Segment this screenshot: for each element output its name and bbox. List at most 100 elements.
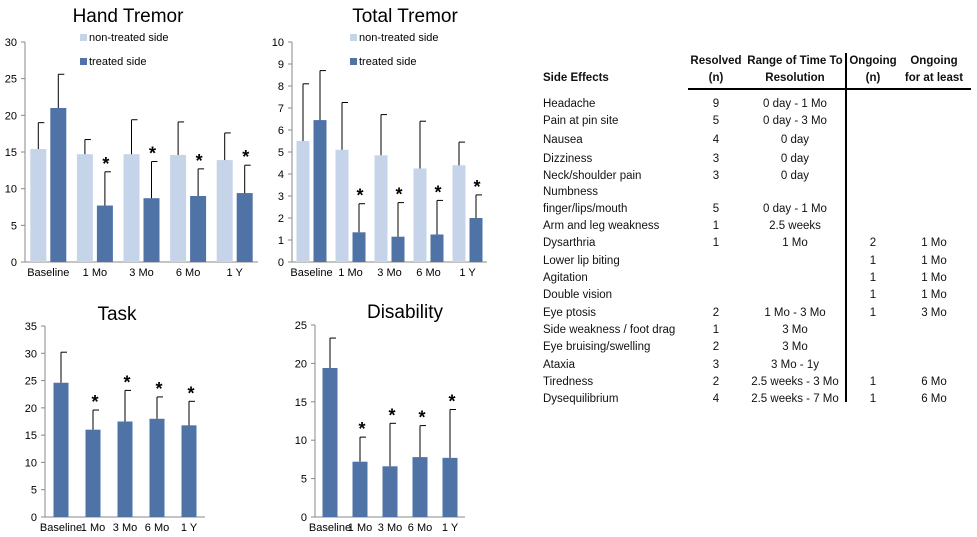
row-resolved: 2 [712,376,720,388]
header-ongoing-at-least: Ongoing for at least [899,53,969,87]
row-ongoing: 2 [869,237,877,249]
significance-star: * [356,186,363,206]
row-range: 0 day [780,134,810,146]
y-tick-label: 4 [278,169,284,181]
bar-non-treated [335,149,349,262]
x-tick-label: 3 Mo [378,522,402,534]
row-range: 2.5 weeks [769,220,821,232]
significance-star: * [358,419,365,439]
row-resolved: 2 [712,341,720,353]
bar-non-treated [296,141,310,262]
row-resolved: 4 [712,134,720,146]
x-tick-label: 1 Mo [81,522,105,534]
row-range: 0 day - 1 Mo [763,98,827,110]
row-effect: Dysequilibrium [543,393,619,405]
x-tick-label: Baseline [40,522,82,534]
legend-swatch [350,34,357,41]
row-range: 1 Mo [782,237,808,249]
row-effect: Eye ptosis [543,307,597,319]
legend-label: treated side [359,56,416,68]
significance-star: * [418,408,425,428]
row-range: 0 day [780,170,810,182]
row-ongoing: 1 [869,376,877,388]
bar-non-treated [413,168,427,262]
x-tick-label: 1 Mo [348,522,372,534]
chart-title: Total Tremor [352,6,458,27]
significance-star: * [91,392,98,412]
legend-label: non-treated side [89,32,169,44]
row-effect: Eye bruising/swelling [543,341,651,353]
bar-non-treated [216,160,233,262]
y-tick-label: 10 [295,435,307,447]
chart-0: Hand Tremor 0 5 10 15 20 25 30 Baseline 1 Mo * 3 Mo… [5,6,258,279]
y-tick-label: 25 [5,74,17,86]
row-effect: Side weakness / foot drag [543,324,676,336]
header-atleast-line2: for at least [904,72,964,84]
row-at-least: 6 Mo [921,376,947,388]
row-at-least: 1 Mo [921,237,947,249]
header-resolved: Resolved (n) [688,53,744,87]
row-resolved: 1 [712,220,720,232]
row-resolved: 3 [712,359,720,371]
row-range: 0 day - 3 Mo [763,115,827,127]
row-resolved: 5 [712,203,720,215]
y-tick-label: 10 [25,457,37,469]
row-at-least: 1 Mo [921,289,947,301]
row-effect: Dysarthria [543,237,596,249]
row-resolved: 9 [712,98,720,110]
chart-1: Total Tremor 0 1 2 3 4 5 6 7 8 9 10 Baseline 1 Mo * 3 M… [272,6,487,279]
row-ongoing: 1 [869,393,877,405]
header-underline [688,88,971,90]
bar [442,457,458,517]
bar-non-treated [374,155,388,262]
y-tick-label: 0 [278,257,284,269]
x-tick-label: Baseline [27,267,69,279]
header-side-effects: Side Effects [543,72,609,84]
row-effect: Arm and leg weakness [543,220,660,232]
legend-label: non-treated side [359,32,439,44]
row-effect: Dizziness [543,153,593,165]
x-tick-label: 6 Mo [408,522,432,534]
row-ongoing: 1 [869,272,877,284]
column-divider [845,53,847,402]
bar [352,461,368,517]
significance-star: * [155,379,162,399]
row-resolved: 5 [712,115,720,127]
bar-treated [430,234,444,262]
significance-star: * [388,405,395,425]
bar-treated [190,196,207,262]
bar [412,457,428,517]
legend-swatch [350,58,357,65]
row-at-least: 1 Mo [921,272,947,284]
y-tick-label: 8 [278,81,284,93]
y-tick-label: 0 [11,257,17,269]
legend-swatch [80,34,87,41]
row-ongoing: 1 [869,255,877,267]
row-resolved: 4 [712,393,720,405]
y-tick-label: 15 [295,397,307,409]
significance-star: * [102,154,109,174]
row-effect: Headache [543,98,596,110]
y-tick-label: 10 [5,184,17,196]
significance-star: * [434,182,441,202]
x-tick-label: Baseline [290,267,332,279]
header-atleast-line1: Ongoing [910,55,958,67]
header-range-line1: Range of Time To [747,55,843,67]
x-tick-label: 1 Mo [338,267,362,279]
row-resolved: 1 [712,324,720,336]
row-resolved: 3 [712,153,720,165]
row-range: 3 Mo - 1y [771,359,819,371]
y-tick-label: 30 [25,348,37,360]
row-ongoing: 1 [869,289,877,301]
row-effect: Double vision [543,289,613,301]
bar-treated [143,198,160,262]
row-effect: Numbness [543,186,598,198]
chart-title: Disability [367,302,444,323]
x-tick-label: 1 Y [459,267,476,279]
row-effect: Neck/shoulder pain [543,170,642,182]
x-tick-label: 1 Mo [83,267,107,279]
x-tick-label: 3 Mo [129,267,153,279]
significance-star: * [149,144,156,164]
